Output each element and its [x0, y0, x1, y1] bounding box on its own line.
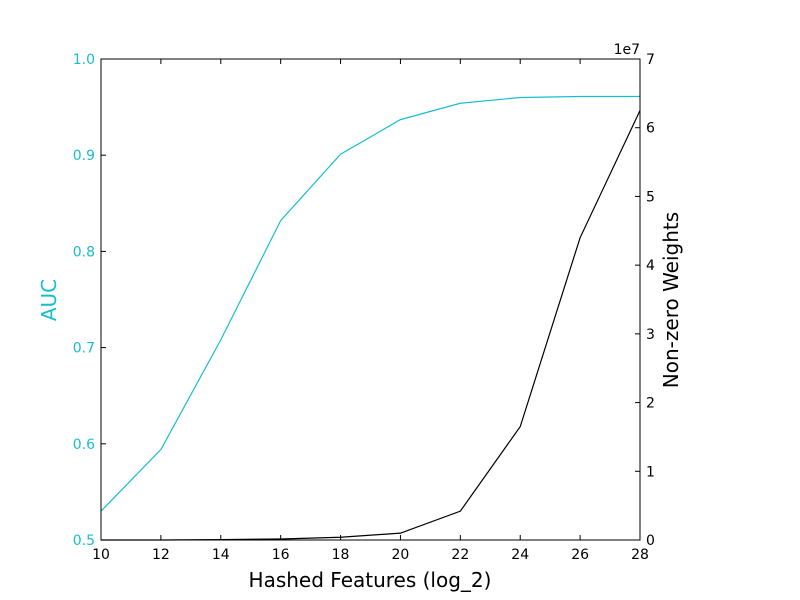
x-tick-label: 20 — [392, 547, 410, 563]
x-tick-label: 10 — [92, 547, 110, 563]
left-axis-ticks: 0.5 0.6 0.7 0.8 0.9 1.0 — [73, 52, 106, 549]
left-tick-label: 0.8 — [73, 244, 95, 260]
x-tick-label: 24 — [511, 547, 529, 563]
left-axis-title: AUC — [37, 279, 61, 321]
x-tick-label: 16 — [272, 547, 290, 563]
right-tick-label: 4 — [646, 258, 655, 274]
left-tick-label: 0.5 — [73, 533, 95, 549]
x-tick-label: 14 — [212, 547, 230, 563]
x-tick-label: 18 — [332, 547, 350, 563]
right-tick-label: 1 — [646, 464, 655, 480]
right-tick-label: 2 — [646, 396, 655, 412]
right-axis-title: Non-zero Weights — [659, 212, 683, 388]
nonzero-weights-series-line — [101, 110, 641, 541]
right-tick-label: 7 — [646, 52, 655, 68]
plot-frame — [100, 58, 641, 541]
right-tick-label: 6 — [646, 121, 655, 137]
left-tick-label: 0.6 — [73, 437, 95, 453]
right-tick-label: 0 — [646, 533, 655, 549]
right-tick-label: 3 — [646, 327, 655, 343]
x-tick-label: 28 — [631, 547, 649, 563]
left-tick-label: 0.9 — [73, 148, 95, 164]
x-tick-label: 22 — [451, 547, 469, 563]
x-axis-ticks: 10 12 14 16 18 20 22 24 26 28 — [92, 59, 649, 563]
x-axis-title: Hashed Features (log_2) — [249, 568, 492, 592]
right-axis-ticks: 0 1 2 3 4 5 6 7 — [635, 52, 655, 549]
series-lines — [100, 95, 641, 541]
x-tick-label: 12 — [152, 547, 170, 563]
left-tick-label: 1.0 — [73, 52, 95, 68]
left-tick-label: 0.7 — [73, 341, 95, 357]
right-tick-label: 5 — [646, 189, 655, 205]
right-axis-offset-label: 1e7 — [614, 42, 640, 58]
auc-series-line — [100, 95, 640, 512]
x-tick-label: 26 — [571, 547, 589, 563]
